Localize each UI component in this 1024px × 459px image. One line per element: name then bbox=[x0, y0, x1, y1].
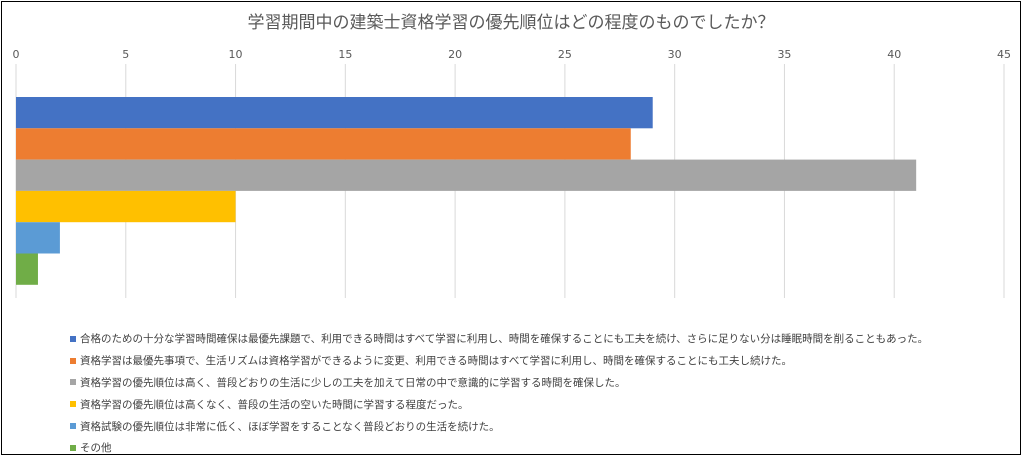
legend-swatch-0 bbox=[70, 335, 76, 342]
legend-label-0: 合格のための十分な学習時間確保は最優先課題で、利用できる時間はすべて学習に利用し… bbox=[80, 333, 929, 346]
x-tick-label-2: 10 bbox=[229, 48, 243, 61]
x-tick-label-8: 40 bbox=[887, 48, 901, 61]
legend-item-3: 資格学習の優先順位は高くなく、普段の生活の空いた時間に学習する程度だった。 bbox=[70, 393, 928, 415]
bar-3 bbox=[16, 190, 236, 223]
legend-item-1: 資格学習は最優先事項で、生活リズムは資格学習ができるように変更、利用できる時間は… bbox=[70, 350, 928, 372]
legend-swatch-5 bbox=[70, 444, 76, 451]
legend-swatch-4 bbox=[70, 423, 76, 430]
x-tick-label-6: 30 bbox=[668, 48, 682, 61]
legend-item-2: 資格学習の優先順位は高く、普段どおりの生活に少しの工夫を加えて日常の中で意識的に… bbox=[70, 372, 928, 394]
x-tick-label-4: 20 bbox=[448, 48, 462, 61]
x-tick-label-1: 5 bbox=[122, 48, 129, 61]
legend-label-1: 資格学習は最優先事項で、生活リズムは資格学習ができるように変更、利用できる時間は… bbox=[80, 355, 793, 368]
legend-label-5: その他 bbox=[80, 442, 112, 455]
x-tick-label-7: 35 bbox=[777, 48, 791, 61]
chart-legend: 合格のための十分な学習時間確保は最優先課題で、利用できる時間はすべて学習に利用し… bbox=[70, 328, 928, 459]
chart-title: 学習期間中の建築士資格学習の優先順位はどの程度のものでしたか？ bbox=[247, 13, 775, 33]
legend-label-3: 資格学習の優先順位は高くなく、普段の生活の空いた時間に学習する程度だった。 bbox=[80, 398, 469, 411]
x-tick-label-5: 25 bbox=[558, 48, 572, 61]
bar-2 bbox=[16, 159, 917, 191]
legend-label-4: 資格試験の優先順位は非常に低く、ほぼ学習をすることなく普段どおりの生活を続けた。 bbox=[80, 420, 500, 433]
legend-swatch-2 bbox=[70, 379, 76, 386]
x-tick-label-9: 45 bbox=[997, 48, 1011, 61]
legend-item-0: 合格のための十分な学習時間確保は最優先課題で、利用できる時間はすべて学習に利用し… bbox=[70, 328, 928, 350]
bar-5 bbox=[16, 253, 38, 285]
legend-label-2: 資格学習の優先順位は高く、普段どおりの生活に少しの工夫を加えて日常の中で意識的に… bbox=[80, 376, 626, 389]
x-tick-label-0: 0 bbox=[13, 48, 20, 61]
bar-0 bbox=[16, 97, 653, 129]
bar-4 bbox=[16, 222, 60, 254]
legend-item-4: 資格試験の優先順位は非常に低く、ほぼ学習をすることなく普段どおりの生活を続けた。 bbox=[70, 415, 928, 437]
x-tick-label-3: 15 bbox=[338, 48, 352, 61]
legend-item-5: その他 bbox=[70, 437, 928, 459]
legend-swatch-3 bbox=[70, 401, 76, 408]
bar-1 bbox=[16, 128, 631, 160]
legend-swatch-1 bbox=[70, 357, 76, 364]
